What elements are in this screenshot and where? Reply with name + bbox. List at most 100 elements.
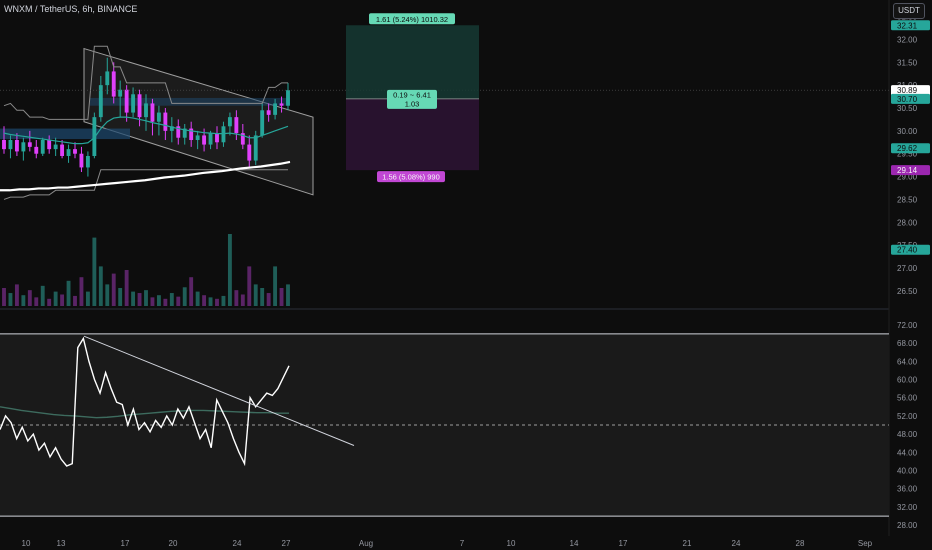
volume-bar — [21, 295, 26, 306]
price-tick-label: 28.00 — [897, 218, 918, 227]
time-tick-label: 7 — [460, 539, 465, 548]
time-tick-label: 14 — [570, 539, 579, 548]
volume-bar — [105, 284, 110, 306]
price-tick-label: 31.50 — [897, 58, 918, 67]
price-tag-label: 30.70 — [897, 95, 918, 104]
stop-zone — [346, 98, 479, 171]
volume-bar — [150, 297, 155, 306]
candle-body — [221, 126, 226, 143]
envelope-upper — [3, 45, 288, 120]
time-tick-label: 21 — [683, 539, 692, 548]
volume-bar — [40, 285, 45, 306]
rsi-tick-label: 64.00 — [897, 357, 918, 366]
candle-body — [215, 133, 219, 143]
target-label: 1.61 (5.24%) 1010.32 — [376, 15, 448, 24]
time-tick-label: 28 — [796, 539, 805, 548]
candle-body — [253, 135, 258, 161]
volume-bar — [79, 277, 84, 306]
volume-bar — [279, 288, 284, 306]
price-tick-label: 30.50 — [897, 104, 918, 113]
volume-bar — [8, 293, 13, 306]
price-tick-label: 29.00 — [897, 173, 918, 182]
volume-bar — [273, 266, 278, 306]
candle-body — [279, 103, 284, 106]
volume-bar — [137, 293, 142, 306]
volume-bar — [66, 280, 71, 306]
time-tick-label: 17 — [121, 539, 130, 548]
candle-body — [176, 126, 181, 138]
price-tag-box — [891, 20, 930, 31]
symbol-title[interactable]: WNXM / TetherUS, 6h, BINANCE — [4, 4, 138, 14]
volume-bar — [266, 293, 271, 306]
volume-bar — [169, 293, 174, 306]
volume-bar — [111, 273, 116, 306]
volume-bar — [34, 297, 39, 306]
volume-bar — [163, 298, 168, 306]
time-tick-label: 20 — [169, 539, 178, 548]
rsi-tick-label: 32.00 — [897, 503, 918, 512]
volume-bar — [92, 237, 97, 306]
rsi-layer — [0, 333, 889, 517]
volume-bar — [221, 295, 226, 306]
price-tag-box — [891, 165, 930, 176]
price-tick-label: 26.50 — [897, 287, 918, 296]
volume-bar — [2, 288, 6, 306]
time-tick-label: 13 — [57, 539, 66, 548]
volume-bar — [118, 288, 123, 306]
volume-layer — [2, 234, 290, 306]
price-tag-label: 29.62 — [897, 144, 918, 153]
price-tag-box — [891, 93, 930, 104]
candle-body — [60, 144, 65, 156]
candle-body — [85, 156, 90, 168]
candle-body — [227, 117, 232, 127]
volume-bar — [156, 295, 161, 306]
candle-body — [27, 142, 32, 147]
rsi-tick-label: 48.00 — [897, 430, 918, 439]
candle-body — [260, 110, 265, 136]
supply-zone — [90, 97, 290, 106]
candle-body — [66, 149, 71, 156]
volume-bar — [215, 298, 219, 306]
price-tag-box — [891, 143, 930, 154]
volume-bar — [47, 298, 52, 306]
risk-reward-box — [387, 89, 437, 109]
candle-body — [124, 89, 129, 113]
volume-bar — [98, 266, 103, 306]
volume-bar — [60, 294, 65, 306]
stop-label: 1.56 (5.08%) 990 — [382, 173, 440, 182]
candle-body — [8, 140, 13, 150]
candle-body — [14, 140, 19, 152]
candle-body — [118, 89, 123, 97]
candle-body — [163, 112, 168, 131]
candle-body — [34, 146, 39, 154]
risk-reward-line2: 1.03 — [405, 99, 420, 108]
candle-body — [73, 149, 77, 154]
candle-body — [202, 135, 207, 145]
price-axis[interactable]: 32.5032.0031.5031.0030.5030.0029.5029.00… — [891, 13, 930, 531]
price-tick-label: 27.00 — [897, 264, 918, 273]
volume-bar — [227, 234, 232, 306]
candle-body — [47, 140, 52, 150]
rsi-tick-label: 28.00 — [897, 521, 918, 530]
volume-bar — [85, 291, 90, 306]
volume-bar — [14, 284, 19, 306]
rsi-tick-label: 44.00 — [897, 448, 918, 457]
time-axis[interactable]: 10 13 17 20 24 27 Aug 7 10 14 17 21 24 28 Sep — [22, 539, 873, 548]
volume-bar — [195, 291, 200, 306]
candle-body — [182, 128, 187, 138]
volume-bar — [176, 296, 181, 306]
candle-body — [266, 110, 271, 115]
volume-bar — [260, 288, 265, 306]
volume-bar — [124, 270, 129, 306]
target-zone — [346, 25, 479, 99]
time-tick-label: Aug — [359, 539, 373, 548]
candle-body — [40, 140, 45, 154]
candle-body — [169, 126, 174, 131]
position-tool[interactable]: 1.61 (5.24%) 1010.32 0.19 ~ 6.411.03 1.56 … — [346, 13, 479, 183]
candle-body — [144, 103, 148, 118]
volume-bar — [247, 266, 252, 306]
time-tick-label: 17 — [619, 539, 628, 548]
rsi-line — [0, 336, 290, 467]
currency-button[interactable]: USDT — [893, 3, 925, 19]
